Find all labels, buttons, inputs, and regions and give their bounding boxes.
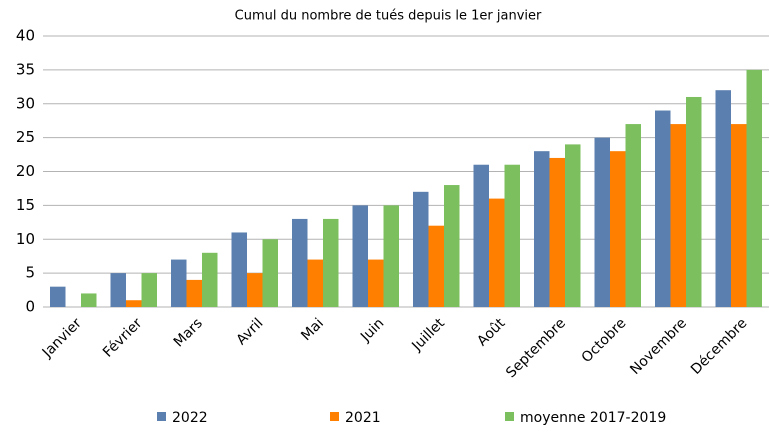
- bar: [262, 239, 278, 307]
- bar: [323, 218, 339, 307]
- y-tick-label: 20: [16, 162, 35, 180]
- bar: [50, 286, 66, 307]
- bar: [565, 144, 581, 307]
- x-tick-label: Mars: [171, 315, 206, 350]
- bar: [655, 110, 671, 308]
- bar: [202, 252, 218, 307]
- chart-title: Cumul du nombre de tués depuis le 1er ja…: [235, 9, 542, 24]
- bar: [352, 205, 368, 307]
- bar: [625, 124, 641, 307]
- bar: [368, 259, 384, 307]
- bar: [171, 259, 187, 307]
- y-tick-label: 5: [25, 264, 35, 282]
- y-tick-label: 25: [16, 128, 35, 146]
- bar: [731, 124, 747, 307]
- x-tick-label: Novembre: [627, 315, 690, 378]
- legend-swatch: [330, 412, 339, 421]
- bar: [292, 218, 308, 307]
- legend-swatch: [505, 412, 514, 421]
- bar: [715, 90, 731, 307]
- x-tick-label: Août: [474, 315, 508, 349]
- y-tick-label: 30: [16, 94, 35, 112]
- bar: [504, 164, 520, 307]
- legend-label: 2021: [345, 410, 381, 426]
- bar: [444, 185, 460, 307]
- bar: [307, 259, 323, 307]
- bar: [186, 279, 202, 307]
- bar: [670, 124, 686, 307]
- bar: [428, 225, 444, 307]
- y-tick-label: 35: [16, 60, 35, 78]
- bar: [534, 151, 550, 307]
- y-tick-label: 0: [25, 298, 35, 316]
- legend-label: moyenne 2017-2019: [520, 410, 666, 426]
- bar: [610, 151, 626, 307]
- x-tick-label: Avril: [233, 315, 266, 348]
- x-tick-label: Octobre: [579, 315, 630, 366]
- bar: [594, 137, 610, 307]
- bar: [473, 164, 489, 307]
- bar: [686, 96, 702, 307]
- x-tick-label: Mai: [298, 315, 327, 344]
- bar: [549, 157, 565, 307]
- x-tick-label: Janvier: [39, 315, 85, 361]
- legend-swatch: [157, 412, 166, 421]
- y-tick-label: 10: [16, 230, 35, 248]
- bar: [126, 300, 142, 307]
- bar: [489, 198, 505, 307]
- y-tick-label: 40: [16, 27, 35, 45]
- bar: [110, 273, 126, 307]
- bar: [247, 273, 263, 307]
- bar: [141, 273, 157, 307]
- bar: [413, 191, 429, 307]
- bar: [231, 232, 247, 307]
- x-tick-label: Décembre: [688, 315, 750, 377]
- bar: [81, 293, 97, 307]
- bar: [746, 69, 762, 307]
- x-tick-label: Juillet: [408, 315, 448, 355]
- y-tick-label: 15: [16, 196, 35, 214]
- x-tick-label: Février: [100, 315, 146, 361]
- x-tick-label: Juin: [357, 315, 387, 345]
- bar: [383, 205, 399, 307]
- legend-label: 2022: [172, 410, 208, 426]
- x-tick-label: Septembre: [503, 315, 569, 381]
